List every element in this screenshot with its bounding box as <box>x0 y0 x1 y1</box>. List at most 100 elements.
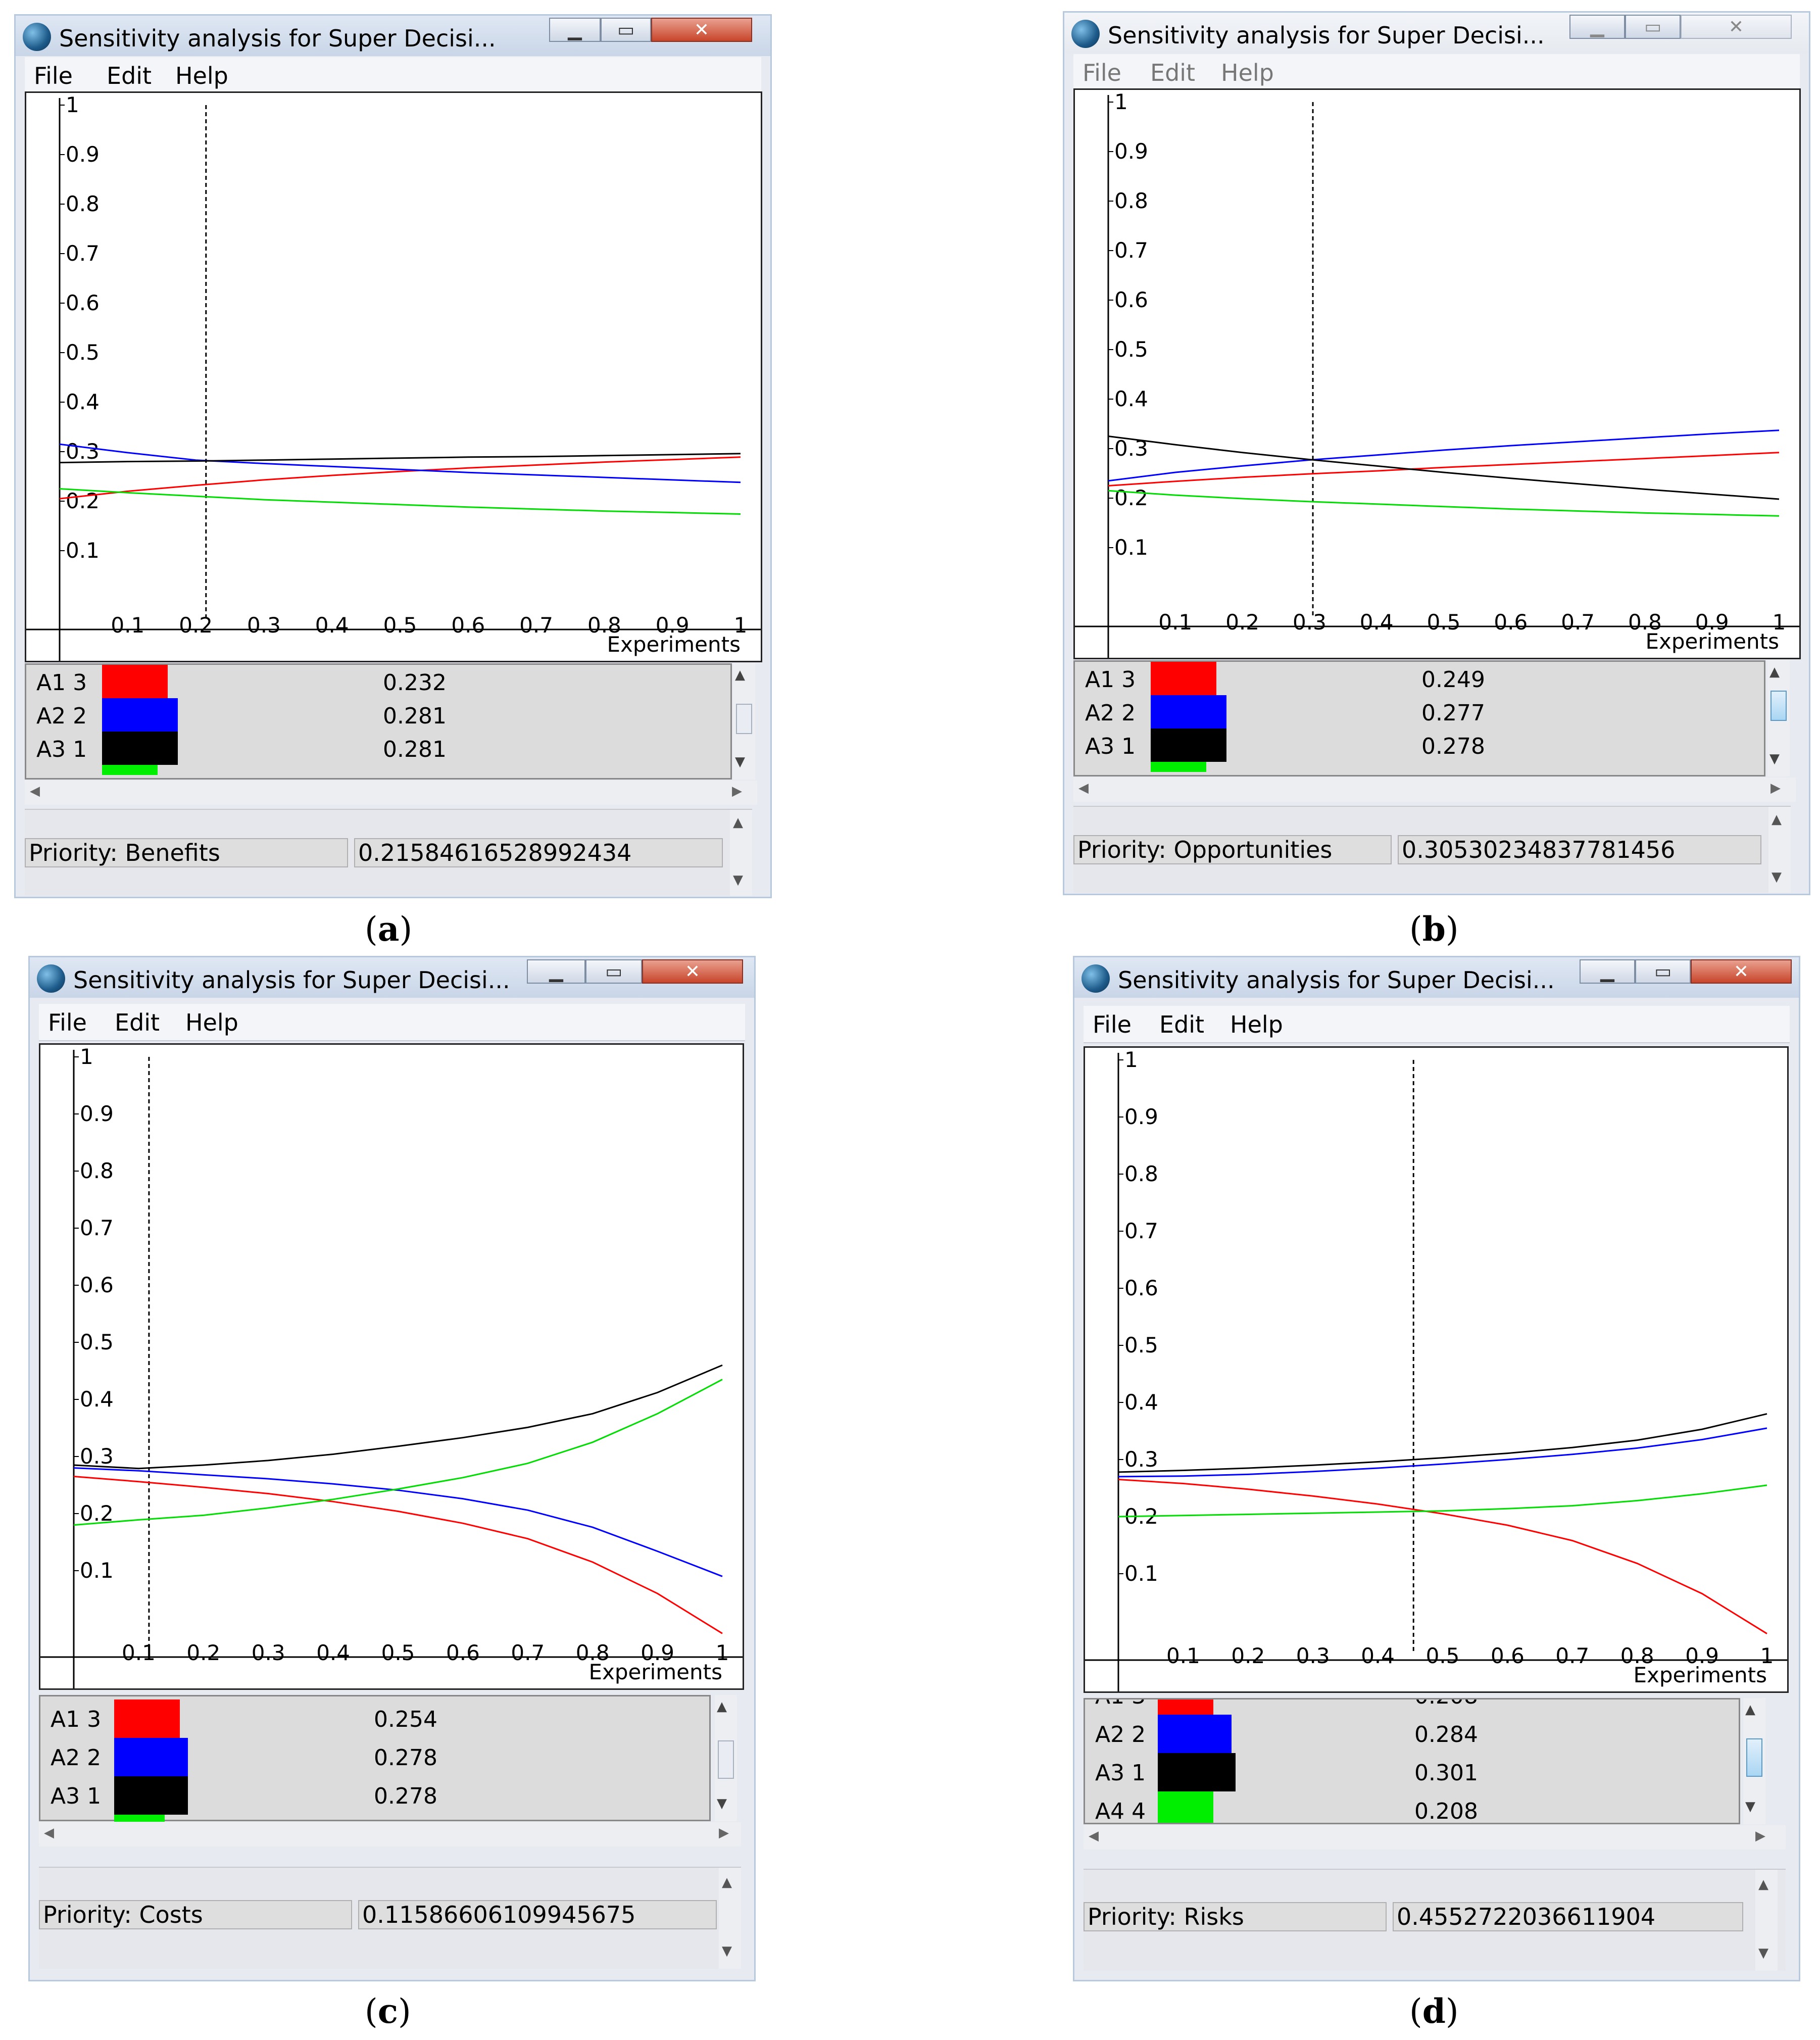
scroll-down-icon[interactable]: ▼ <box>735 754 745 769</box>
legend-list: A1 3 0.208 A2 2 0.284 A3 1 0.301 A4 4 0.… <box>1084 1698 1740 1824</box>
priority-value[interactable]: 0.30530234837781456 <box>1398 835 1761 864</box>
scroll-up-icon[interactable]: ▲ <box>1745 1702 1755 1717</box>
scroll-down-icon[interactable]: ▼ <box>717 1796 727 1811</box>
maximize-icon: ▭ <box>605 961 622 982</box>
minimize-button[interactable]: ▁ <box>527 959 585 984</box>
priority-label: Priority: Benefits <box>25 838 348 867</box>
x-tick-label: 0.3 <box>247 613 281 638</box>
close-button[interactable]: ✕ <box>1681 15 1792 39</box>
scroll-down-icon[interactable]: ▼ <box>722 1944 732 1959</box>
x-tick-label: 0.2 <box>186 1640 220 1665</box>
title-bar[interactable]: Sensitivity analysis for Super Decisi...… <box>1074 957 1799 998</box>
menu-help[interactable]: Help <box>175 62 228 89</box>
menu-file[interactable]: File <box>48 1009 87 1036</box>
legend-hscrollbar[interactable]: ◀ ▶ <box>25 781 757 805</box>
menu-edit[interactable]: Edit <box>1150 59 1196 86</box>
menu-help[interactable]: Help <box>1230 1011 1283 1038</box>
legend-list: A1 3 0.232 A2 2 0.281 A3 1 0.281 <box>25 663 732 780</box>
maximize-button[interactable]: ▭ <box>585 959 642 984</box>
maximize-button[interactable]: ▭ <box>601 18 651 42</box>
series-line-4 <box>74 1379 723 1526</box>
close-button[interactable]: ✕ <box>642 959 743 984</box>
menu-bar: File Edit Help <box>1084 1006 1790 1043</box>
scroll-down-icon[interactable]: ▼ <box>1769 751 1780 766</box>
legend-scrollbar[interactable]: ▲ ▼ <box>733 663 755 780</box>
legend-label: A1 3 <box>36 670 87 696</box>
scroll-up-icon[interactable]: ▲ <box>722 1875 732 1890</box>
x-tick-label: 0.4 <box>1360 610 1394 635</box>
scroll-thumb[interactable] <box>1746 1738 1762 1777</box>
chart-svg: 0.10.20.30.40.50.60.70.80.910.1 0.2 0.3 0.4… <box>26 93 761 661</box>
minimize-button[interactable]: ▁ <box>1569 15 1625 39</box>
legend-hscrollbar[interactable]: ◀ ▶ <box>1073 778 1796 802</box>
title-bar[interactable]: Sensitivity analysis for Super Decisi...… <box>1064 13 1809 53</box>
scroll-left-icon[interactable]: ◀ <box>1078 781 1089 796</box>
scroll-left-icon[interactable]: ◀ <box>1089 1828 1099 1843</box>
close-button[interactable]: ✕ <box>651 18 752 42</box>
maximize-button[interactable]: ▭ <box>1635 959 1691 984</box>
menu-help[interactable]: Help <box>1221 59 1274 86</box>
legend-label: A3 1 <box>1095 1760 1146 1786</box>
scroll-left-icon[interactable]: ◀ <box>44 1825 54 1840</box>
scroll-right-icon[interactable]: ▶ <box>732 784 742 799</box>
menu-file[interactable]: File <box>1093 1011 1132 1038</box>
scroll-right-icon[interactable]: ▶ <box>1770 781 1781 796</box>
menu-edit[interactable]: Edit <box>107 62 152 89</box>
legend-hscrollbar[interactable]: ◀ ▶ <box>39 1822 741 1847</box>
legend-label: A2 2 <box>1085 700 1136 726</box>
scroll-right-icon[interactable]: ▶ <box>1755 1828 1765 1843</box>
priority-value[interactable]: 0.4552722036611904 <box>1393 1902 1743 1931</box>
scroll-down-icon[interactable]: ▼ <box>733 872 743 888</box>
close-icon: ✕ <box>694 20 710 40</box>
scroll-up-icon[interactable]: ▲ <box>733 815 743 830</box>
close-button[interactable]: ✕ <box>1691 959 1792 984</box>
menu-edit[interactable]: Edit <box>115 1009 160 1036</box>
minimize-button[interactable]: ▁ <box>1580 959 1635 984</box>
scroll-down-icon[interactable]: ▼ <box>1745 1799 1755 1814</box>
title-bar[interactable]: Sensitivity analysis for Super Decisi...… <box>30 957 754 998</box>
x-tick-label: 0.6 <box>446 1640 480 1665</box>
legend-scrollbar[interactable]: ▲ ▼ <box>715 1695 737 1821</box>
x-tick-label: 0.2 <box>179 613 213 638</box>
scroll-up-icon[interactable]: ▲ <box>1758 1877 1768 1892</box>
series-line-1 <box>74 1476 723 1634</box>
scroll-right-icon[interactable]: ▶ <box>719 1825 729 1840</box>
scroll-up-icon[interactable]: ▲ <box>717 1699 727 1714</box>
legend-swatch <box>114 1776 188 1815</box>
scroll-down-icon[interactable]: ▼ <box>1758 1946 1768 1961</box>
chart-svg: 0.10.20.30.40.50.60.70.80.910.1 0.2 0.3 0.4… <box>1075 90 1799 658</box>
scroll-up-icon[interactable]: ▲ <box>735 667 745 683</box>
scroll-up-icon[interactable]: ▲ <box>1769 664 1780 679</box>
status-scrollbar[interactable]: ▲ ▼ <box>730 810 752 896</box>
menu-file[interactable]: File <box>34 62 73 89</box>
scroll-left-icon[interactable]: ◀ <box>30 784 40 799</box>
status-scrollbar[interactable]: ▲ ▼ <box>1768 807 1791 893</box>
legend-hscrollbar[interactable]: ◀ ▶ <box>1084 1825 1786 1850</box>
x-tick-label: 0.6 <box>451 613 485 638</box>
scroll-thumb[interactable] <box>736 704 752 734</box>
priority-value[interactable]: 0.21584616528992434 <box>354 838 723 867</box>
x-tick-label: 0.4 <box>1361 1643 1395 1668</box>
window-title: Sensitivity analysis for Super Decisi... <box>59 25 496 52</box>
menu-file[interactable]: File <box>1083 59 1121 86</box>
maximize-button[interactable]: ▭ <box>1625 15 1681 39</box>
status-scrollbar[interactable]: ▲ ▼ <box>1755 1870 1778 1971</box>
legend-label: A1 3 <box>51 1707 102 1732</box>
legend-swatch <box>1158 1753 1236 1791</box>
scroll-up-icon[interactable]: ▲ <box>1772 812 1782 827</box>
scroll-thumb[interactable] <box>1770 691 1787 721</box>
scroll-thumb[interactable] <box>718 1740 734 1779</box>
minimize-button[interactable]: ▁ <box>549 18 601 42</box>
x-axis-label: Experiments <box>1633 1663 1767 1687</box>
scroll-down-icon[interactable]: ▼ <box>1772 869 1782 885</box>
window-title: Sensitivity analysis for Super Decisi... <box>1118 966 1555 994</box>
menu-help[interactable]: Help <box>185 1009 238 1036</box>
priority-value[interactable]: 0.11586606109945675 <box>358 1900 717 1929</box>
menu-edit[interactable]: Edit <box>1159 1011 1205 1038</box>
legend-value: 0.281 <box>383 737 447 762</box>
status-scrollbar[interactable]: ▲ ▼ <box>719 1868 741 1969</box>
title-bar[interactable]: Sensitivity analysis for Super Decisi...… <box>16 16 770 56</box>
legend-scrollbar[interactable]: ▲ ▼ <box>1767 660 1790 776</box>
legend-scrollbar[interactable]: ▲ ▼ <box>1743 1698 1765 1824</box>
caption-a: (a) <box>365 909 413 949</box>
